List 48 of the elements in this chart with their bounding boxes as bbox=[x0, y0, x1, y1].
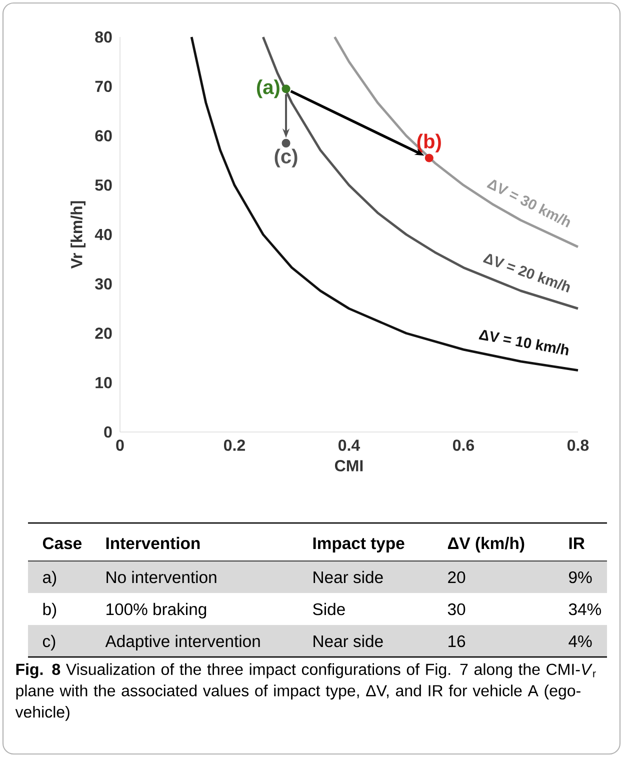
text: ΔV = 10 km/h bbox=[478, 330, 568, 356]
series-label: (b) bbox=[417, 134, 441, 152]
text: 20 bbox=[448, 571, 466, 584]
y-tick-label: 40 bbox=[94, 228, 112, 240]
point bbox=[282, 138, 290, 148]
text: Intervention bbox=[106, 536, 200, 550]
text: ΔV = 20 km/h bbox=[482, 254, 570, 292]
series-label: (a) bbox=[256, 80, 280, 98]
y-tick-label: 30 bbox=[95, 278, 112, 290]
x-tick-label: 0.6 bbox=[452, 440, 474, 451]
text: b) bbox=[43, 602, 56, 618]
text: Near side bbox=[314, 570, 383, 584]
text: Fig. 8 Visualization of the three impact configurations of Fig. 7 along the CMI-V$_{r}$ plane with the associated values of impact type, ΔV, and IR for vehicle A (ego-vehicle) bbox=[15, 663, 596, 721]
y-tick-label: 70 bbox=[95, 80, 112, 92]
text: ΔV = 30 km/h bbox=[486, 180, 570, 228]
text: c) bbox=[42, 634, 56, 650]
y-tick-label: 50 bbox=[95, 179, 112, 191]
text: Case bbox=[42, 537, 82, 550]
text: IR bbox=[569, 538, 585, 550]
text: ΔV (km/h) bbox=[448, 536, 524, 552]
y-axis-title: Vr [km/h] bbox=[70, 201, 86, 269]
text: Impact type bbox=[313, 538, 404, 552]
text: 30 bbox=[448, 603, 466, 616]
line-series bbox=[190, 36, 580, 372]
text: Near side bbox=[314, 634, 383, 648]
text: 16 bbox=[448, 635, 466, 648]
text: 9% bbox=[569, 571, 592, 584]
x-tick-label: 0 bbox=[116, 440, 124, 451]
x-tick-label: 0.2 bbox=[224, 440, 245, 451]
point bbox=[424, 154, 434, 162]
point bbox=[282, 84, 290, 94]
x-axis-title: CMI bbox=[334, 460, 363, 472]
text: 34% bbox=[568, 603, 602, 616]
y-tick-label: 80 bbox=[95, 31, 112, 43]
y-tick-label: 10 bbox=[96, 376, 112, 388]
text: a) bbox=[42, 570, 56, 586]
line-series bbox=[333, 36, 580, 248]
text: Side bbox=[313, 602, 345, 616]
x-tick-label: 0.4 bbox=[338, 440, 360, 451]
y-tick-label: 60 bbox=[95, 130, 112, 142]
y-tick-label: 20 bbox=[95, 328, 112, 339]
x-tick-label: 0.8 bbox=[567, 440, 589, 451]
text: 4% bbox=[568, 635, 592, 648]
text: Adaptive intervention bbox=[105, 634, 260, 650]
series-label: (c) bbox=[274, 148, 298, 168]
text: 100% braking bbox=[106, 602, 206, 618]
text: No intervention bbox=[106, 570, 216, 584]
y-tick-label: 0 bbox=[104, 426, 112, 438]
